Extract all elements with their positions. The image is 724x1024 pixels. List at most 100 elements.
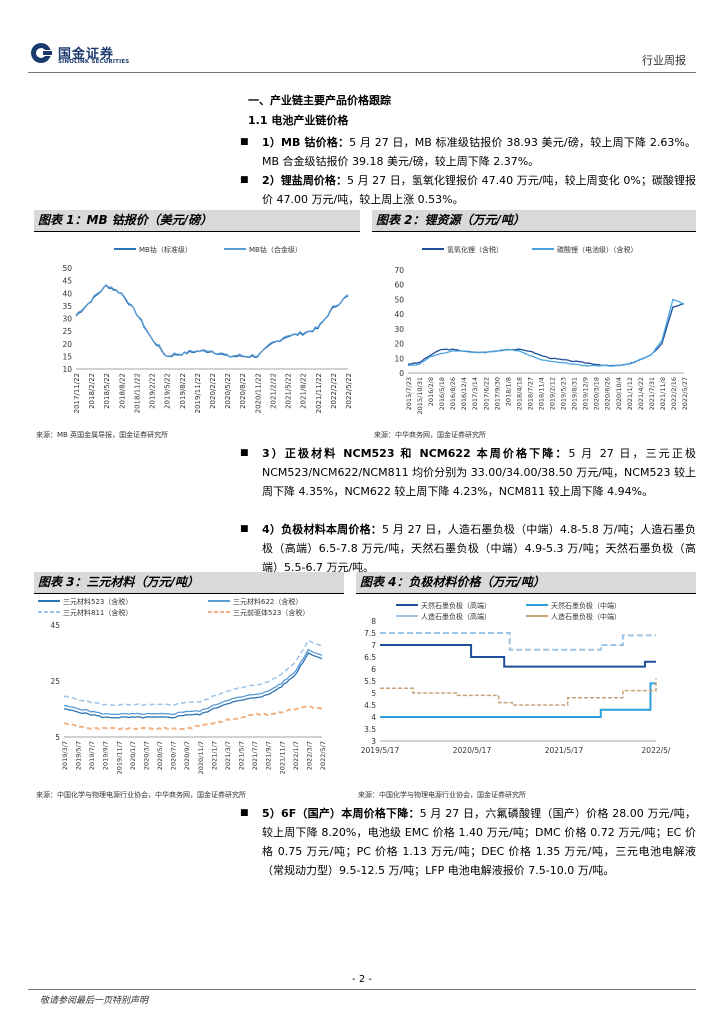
- figure-3-title: 图表 3：三元材料（万元/吨）: [34, 572, 344, 593]
- x-tick-label: 2021/3/7: [224, 741, 232, 770]
- y-tick-label: 5: [371, 689, 376, 698]
- x-tick-label: 2018/11/4: [537, 377, 545, 410]
- y-tick-label: 4.5: [364, 701, 376, 710]
- x-tick-label: 2022/2/22: [330, 373, 338, 409]
- paragraph-text: 5 月 27 日，氢氧化锂报价 47.40 万元/吨，较上周变化 0%；碳酸锂报…: [262, 174, 696, 206]
- y-tick-label: 15: [62, 352, 72, 361]
- bullet-icon: ■: [240, 524, 249, 534]
- disclaimer-note: 敬请参阅最后一页特别声明: [40, 996, 149, 1006]
- x-tick-label: 2017/6/22: [482, 377, 490, 410]
- paragraph-lithium: ■ 2）锂盐周价格：5 月 27 日，氢氧化锂报价 47.40 万元/吨，较上周…: [240, 171, 696, 209]
- x-tick-label: 2018/2/22: [88, 373, 96, 409]
- y-tick-label: 30: [394, 325, 404, 334]
- x-tick-label: 2018/7/27: [526, 377, 534, 410]
- paragraph-label: 1）MB 钴价格：: [262, 136, 350, 149]
- y-tick-label: 6.5: [364, 653, 376, 662]
- series-line-precursor: [63, 705, 323, 731]
- paragraph-text: 5 月 27 日，三元正极 NCM523/NCM622/NCM811 均价分别为…: [262, 447, 696, 498]
- y-tick-label: 4: [371, 713, 376, 722]
- legend-label: 人造石墨负极（中端）: [551, 612, 621, 621]
- x-tick-label: 2021/11/22: [315, 373, 323, 413]
- y-tick-label: 40: [62, 289, 72, 298]
- x-tick-label: 2017/11/22: [73, 373, 81, 413]
- paragraph-cathode: ■ 3）正极材料 NCM523 和 NCM622 本周价格下降：5 月 27 日…: [240, 444, 696, 501]
- legend-label: 三元前驱体523（含税）: [233, 608, 309, 617]
- x-tick-label: 2020/9/7: [183, 741, 191, 770]
- section-heading: 一、产业链主要产品价格跟踪: [248, 94, 391, 107]
- x-tick-label: 2017/9/30: [493, 377, 501, 410]
- page-number: - 2 -: [352, 974, 372, 985]
- x-tick-label: 2020/2/22: [209, 373, 217, 409]
- x-tick-label: 2018/11/22: [133, 373, 141, 413]
- x-tick-label: 2019/9/7: [102, 741, 110, 770]
- x-tick-label: 2020/11/7: [197, 741, 205, 774]
- x-tick-label: 2017/3/14: [471, 377, 479, 410]
- x-tick-label: 2020/6/26: [604, 377, 612, 410]
- x-tick-label: 2019/3/7: [61, 741, 69, 770]
- y-tick-label: 6: [371, 665, 376, 674]
- y-tick-label: 5: [55, 733, 60, 742]
- chart-anode: 天然石墨负极（高端） 天然石墨负极（中端） 人造石墨负极（高端） 人造石墨负极（中端）…: [361, 601, 671, 755]
- x-tick-label: 2021/9/7: [265, 741, 273, 770]
- paragraph-label: 5）6F（国产）本周价格下降：: [262, 807, 420, 820]
- x-tick-label: 2020/5/7: [156, 741, 164, 770]
- figure-4-title: 图表 4：负极材料价格（万元/吨）: [356, 572, 696, 593]
- legend-label: 天然石墨负极（高端）: [421, 601, 491, 610]
- paragraph-anode: ■ 4）负极材料本周价格：5 月 27 日，人造石墨负极（中端）4.8-5.8 …: [240, 520, 696, 577]
- x-tick-label: 2022/2/16: [670, 377, 678, 410]
- y-tick-label: 20: [62, 340, 72, 349]
- x-tick-label: 2019/5/17: [361, 746, 400, 755]
- x-tick-label: 2019/11/7: [115, 741, 123, 774]
- figure-2-title: 图表 2：锂资源（万元/吨）: [372, 210, 696, 231]
- series-line-ncm811: [63, 639, 323, 707]
- footer-divider: [28, 989, 696, 990]
- x-tick-label: 2018/4/18: [515, 377, 523, 410]
- logo-text-cn: 国金证券: [58, 47, 115, 62]
- x-tick-label: 2021/1/7: [210, 741, 218, 770]
- x-tick-label: 2019/5/23: [560, 377, 568, 410]
- y-tick-label: 60: [394, 281, 404, 290]
- x-tick-label: 2018/1/8: [504, 377, 512, 406]
- paragraph-label: 3）正极材料 NCM523 和 NCM622 本周价格下降：: [262, 447, 569, 460]
- x-tick-label: 2018/5/22: [103, 373, 111, 409]
- x-tick-label: 2019/8/31: [571, 377, 579, 410]
- figure-1-source: 来源：MB 英国金属导报，国金证券研究所: [36, 431, 169, 439]
- x-tick-label: 2021/7/7: [251, 741, 259, 770]
- x-tick-label: 2022/5/22: [345, 373, 353, 409]
- figure-4-rule: [356, 593, 696, 594]
- y-tick-label: 0: [399, 369, 404, 378]
- x-tick-label: 2021/11/8: [659, 377, 667, 410]
- x-tick-label: 2019/5/22: [164, 373, 172, 409]
- y-tick-label: 45: [50, 621, 60, 630]
- bullet-icon: ■: [240, 175, 249, 185]
- header-divider: [28, 72, 696, 73]
- logo-icon: [31, 43, 54, 63]
- x-tick-label: 2020/7/7: [170, 741, 178, 770]
- y-tick-label: 3: [371, 737, 376, 746]
- legend-label: 人造石墨负极（高端）: [421, 612, 491, 621]
- x-tick-label: 2019/7/7: [88, 741, 96, 770]
- x-tick-label: 2019/2/12: [549, 377, 557, 410]
- x-tick-label: 2021/4/22: [637, 377, 645, 410]
- legend-label: MB钴（合金级）: [249, 245, 302, 254]
- figure-3-source: 来源：中国化学与物理电源行业协会，中华商务网，国金证券研究所: [36, 791, 246, 799]
- bullet-icon: ■: [240, 137, 249, 147]
- x-tick-label: 2019/5/7: [75, 741, 83, 770]
- y-tick-label: 25: [50, 677, 60, 686]
- y-tick-label: 5.5: [364, 677, 376, 686]
- x-tick-label: 2021/7/31: [648, 377, 656, 410]
- series-line-ncm622: [63, 648, 323, 716]
- y-tick-label: 10: [394, 354, 404, 363]
- logo-text-en: SINOLINK SECURITIES: [58, 59, 130, 65]
- figure-1-title: 图表 1：MB 钴报价（美元/磅）: [34, 210, 360, 231]
- x-tick-label: 2019/12/9: [582, 377, 590, 410]
- y-tick-label: 50: [62, 264, 72, 273]
- x-tick-label: 2020/5/17: [453, 746, 492, 755]
- series-line-alloy: [75, 283, 349, 358]
- x-tick-label: 2019/8/22: [179, 373, 187, 409]
- x-tick-label: 2021/8/22: [300, 373, 308, 409]
- y-tick-label: 40: [394, 310, 404, 319]
- legend-label: 天然石墨负极（中端）: [551, 601, 621, 610]
- y-tick-label: 50: [394, 295, 404, 304]
- y-tick-label: 10: [62, 365, 72, 374]
